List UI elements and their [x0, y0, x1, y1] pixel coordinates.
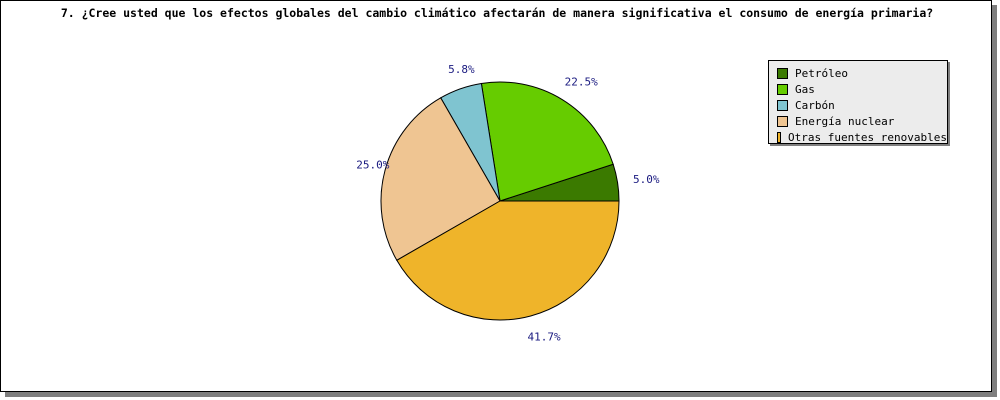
legend-label-petroleo: Petróleo: [795, 66, 848, 80]
pie-label-otras-fuentes-renovables: 41.7%: [528, 330, 561, 343]
legend: Petróleo Gas Carbón Energía nuclear Otra…: [768, 60, 948, 144]
pie-slice-otras-fuentes-renovables: [396, 200, 620, 321]
legend-label-gas: Gas: [795, 82, 815, 96]
legend-swatch-gas: [777, 83, 788, 95]
legend-swatch-carbon: [777, 99, 788, 111]
legend-swatch-petroleo: [777, 67, 788, 79]
legend-label-carbon: Carbón: [795, 98, 835, 112]
pie-label-gas: 22.5%: [565, 76, 598, 89]
pie-slice-energia-nuclear: [380, 97, 501, 261]
legend-item-otras-fuentes-renovables: Otras fuentes renovables: [777, 129, 947, 145]
legend-item-gas: Gas: [777, 81, 947, 97]
legend-label-energia-nuclear: Energía nuclear: [795, 114, 895, 128]
legend-item-petroleo: Petróleo: [777, 65, 947, 81]
pie-label-petroleo: 5.0%: [633, 173, 660, 186]
legend-item-carbon: Carbón: [777, 97, 947, 113]
chart-title: 7. ¿Cree usted que los efectos globales …: [60, 6, 934, 20]
legend-label-otras-fuentes-renovables: Otras fuentes renovables: [788, 130, 947, 144]
pie-slice-gas: [480, 81, 614, 202]
pie-label-energia-nuclear: 25.0%: [356, 158, 389, 171]
legend-swatch-otras-fuentes-renovables: [777, 131, 782, 143]
legend-swatch-energia-nuclear: [777, 115, 788, 127]
pie-label-carbon: 5.8%: [448, 63, 475, 76]
legend-item-energia-nuclear: Energía nuclear: [777, 113, 947, 129]
